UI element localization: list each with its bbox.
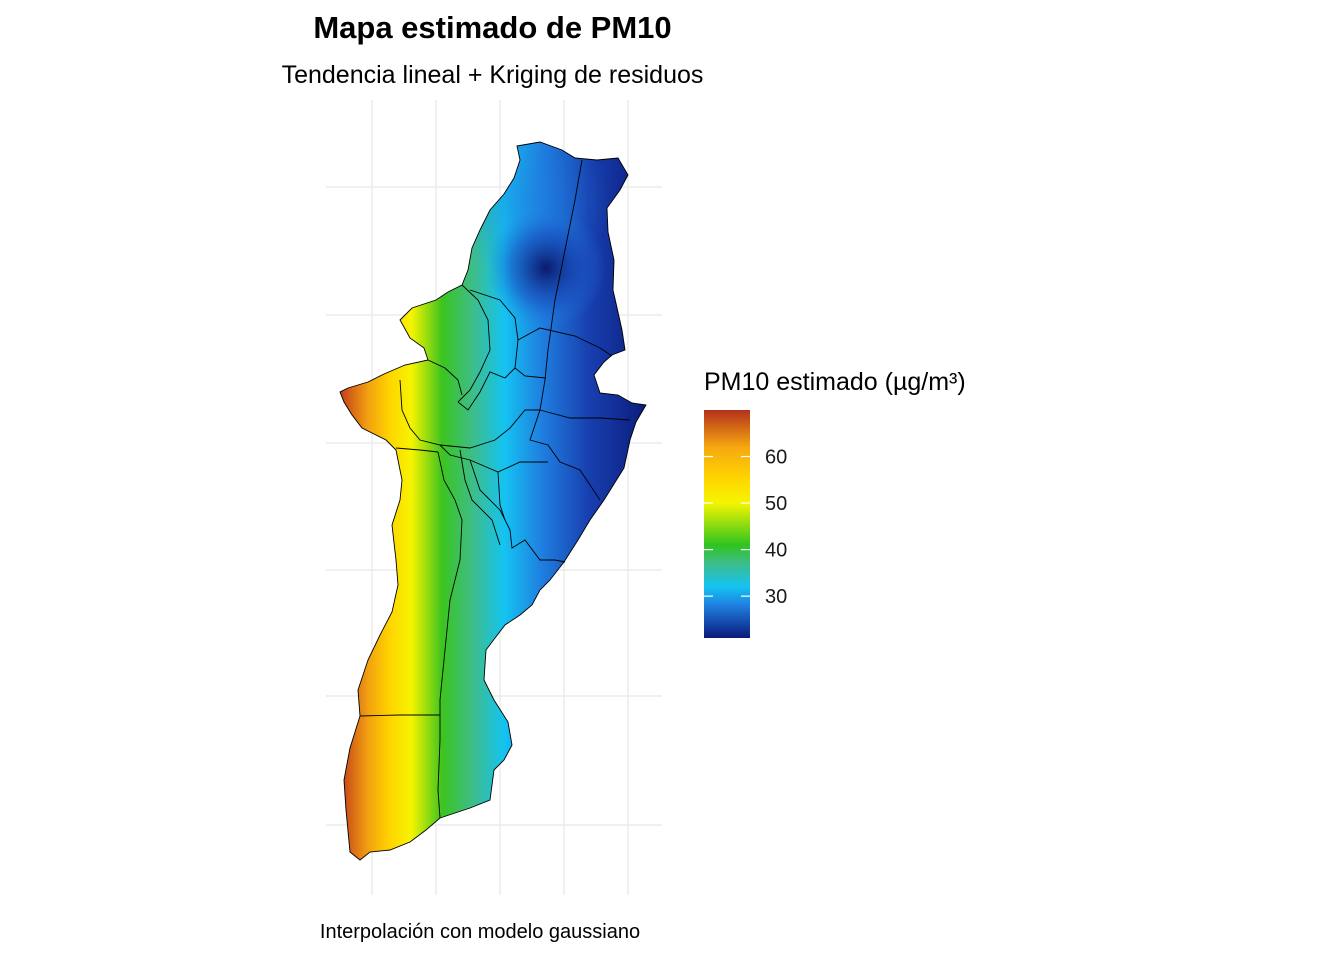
legend-tick-label: 50	[765, 493, 787, 515]
legend-title: PM10 estimado (µg/m³)	[704, 368, 966, 396]
legend-tick-label: 40	[765, 540, 787, 562]
district-boundaries	[339, 141, 647, 861]
legend-tick-label: 30	[765, 586, 787, 608]
map-title: Mapa estimado de PM10	[313, 10, 672, 45]
map-subtitle: Tendencia lineal + Kriging de residuos	[281, 61, 704, 89]
map-caption: Interpolación con modelo gaussiano	[319, 921, 641, 943]
legend-tick-label: 60	[765, 447, 787, 469]
pm10-surface	[340, 142, 646, 860]
legend-color-bar	[704, 410, 750, 638]
color-legend: 30 40 50 60	[704, 410, 787, 638]
